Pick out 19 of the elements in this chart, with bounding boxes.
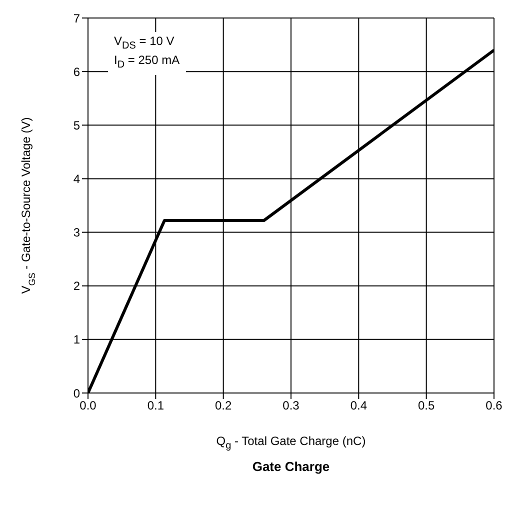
annotation: I$_{D}$ = 250 mA bbox=[114, 53, 180, 73]
y-tick-label: 3 bbox=[73, 226, 80, 240]
x-tick-label: 0.2 bbox=[214, 398, 232, 413]
y-tick-label: 0 bbox=[73, 386, 80, 400]
x-tick-label: 0.6 bbox=[486, 398, 503, 413]
annotation: V$_{DS}$ = 10 V bbox=[114, 34, 176, 54]
y-tick-label: 6 bbox=[73, 64, 80, 79]
y-tick-label: 7 bbox=[73, 11, 80, 26]
y-tick-label: 2 bbox=[73, 279, 80, 294]
x-axis-title: Q$_{g}$ - Total Gate Charge (nC) bbox=[215, 434, 367, 452]
y-tick-label: 1 bbox=[73, 332, 80, 347]
x-tick-label: 0.5 bbox=[418, 398, 435, 413]
x-tick-label: 0.1 bbox=[147, 398, 164, 413]
y-tick-label: 5 bbox=[73, 118, 80, 132]
x-tick-label: 0.0 bbox=[80, 398, 97, 413]
text: Gate Charge bbox=[251, 459, 331, 474]
x-tick-label: 0.4 bbox=[350, 398, 368, 413]
x-tick-label: 0.3 bbox=[282, 398, 300, 413]
y-tick-label: 4 bbox=[73, 172, 80, 186]
